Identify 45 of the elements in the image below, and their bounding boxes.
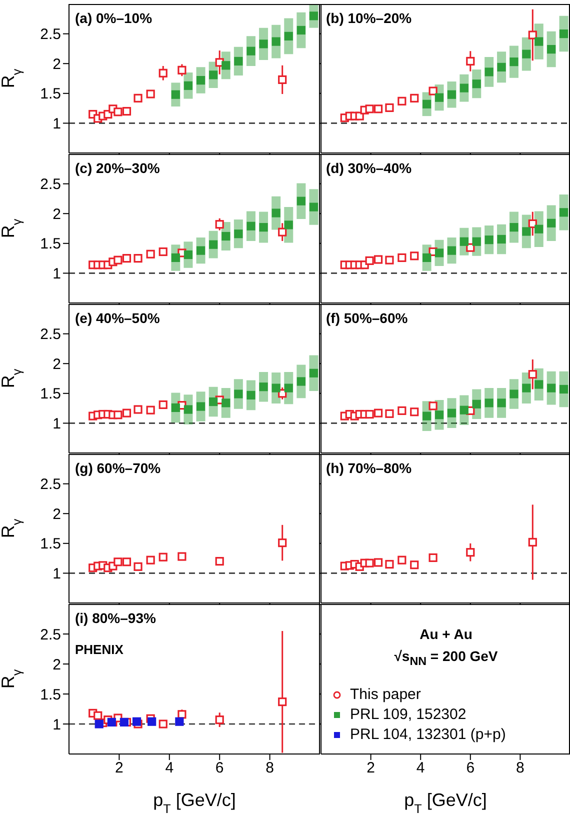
chart-title: (i) 80%–93% (75, 610, 156, 626)
y-tick-label: 1.5 (40, 86, 61, 103)
x-tick-label: 4 (165, 760, 174, 777)
legend-label: PRL 104, 132301 (p+p) (350, 726, 506, 743)
y-tick-label: 2.5 (40, 26, 61, 44)
y-tick-label: 1.5 (40, 536, 61, 553)
y-tick-label: 2.5 (40, 626, 61, 644)
y-tick-label: 2 (52, 506, 61, 523)
chart-title: (a) 0%–10% (75, 10, 152, 26)
chart-title: (d) 30%–40% (326, 160, 412, 176)
y-tick-label: 1 (52, 416, 61, 433)
chart-title: (b) 10%–20% (326, 10, 412, 26)
y-tick-label: 2 (52, 206, 61, 223)
x-tick-label: 8 (516, 760, 524, 777)
x-tick-label: 4 (416, 760, 425, 777)
y-tick-label: 1.5 (40, 686, 61, 704)
annotation: √s$_{NN}$ = 200 GeV (393, 648, 499, 668)
y-tick-label: 1.5 (40, 386, 61, 403)
annotation: PHENIX (75, 642, 124, 657)
x-tick-label: 2 (366, 760, 375, 777)
x-axis-title: p$_{T}$ [GeV/c] (153, 790, 236, 816)
y-tick-label: 2 (52, 656, 61, 674)
text: (g) 60%–70% (75, 460, 161, 476)
x-tick-label: 6 (215, 760, 224, 777)
y-tick-label: 1 (52, 266, 61, 283)
y-tick-label: 2.5 (40, 326, 61, 344)
annotation: Au + Au (418, 626, 474, 642)
x-tick-label: 6 (466, 760, 475, 777)
y-tick-label: 2.5 (40, 476, 61, 494)
text: (h) 70%–80% (326, 460, 412, 476)
legend-label: This paper (350, 686, 421, 703)
text: (e) 40%–50% (75, 310, 160, 326)
text: (f) 50%–60% (326, 310, 408, 326)
y-tick-label: 1 (52, 566, 61, 583)
x-axis-title: p$_{T}$ [GeV/c] (404, 790, 487, 816)
chart-title: (c) 20%–30% (75, 160, 160, 176)
y-tick-label: 2 (52, 56, 61, 73)
y-tick-label: 1.5 (40, 236, 61, 253)
x-tick-label: 2 (115, 760, 124, 777)
y-tick-label: 1 (52, 116, 61, 133)
legend-label: PRL 109, 152302 (350, 706, 466, 723)
x-tick-label: 8 (266, 760, 274, 777)
y-tick-label: 2.5 (40, 176, 61, 194)
y-tick-label: 2 (52, 356, 61, 373)
y-tick-label: 1 (52, 716, 61, 734)
